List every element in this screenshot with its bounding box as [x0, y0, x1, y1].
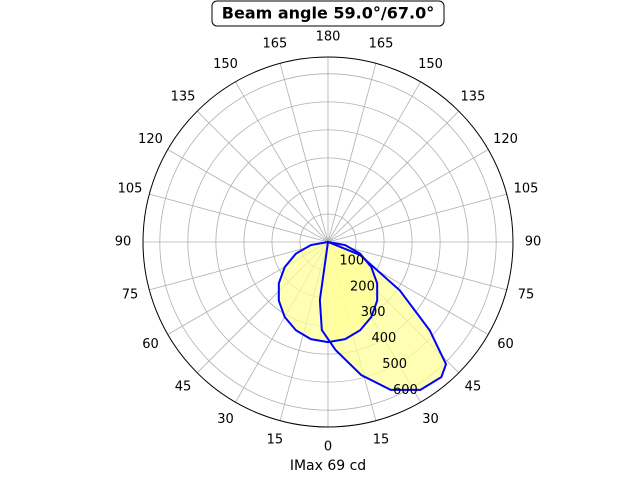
angle-tick-label: 15	[373, 433, 390, 448]
radial-tick-label: 300	[361, 305, 386, 320]
grid-spoke	[196, 110, 329, 243]
grid-spoke	[327, 81, 421, 243]
grid-spoke	[327, 241, 507, 291]
angle-tick-label: 150	[418, 57, 443, 72]
grid-spoke	[279, 63, 329, 243]
grid-spoke	[327, 193, 507, 243]
labels: 0 15 30 45 60 75 90 105 120 135 150 165 180 165 150 135…	[115, 30, 542, 455]
polar-frame	[142, 56, 514, 428]
curve-fill	[319, 242, 446, 390]
angle-tick-label: 45	[175, 379, 192, 394]
curve-line	[277, 240, 379, 344]
x-axis-label: IMax 69 cd	[290, 458, 366, 474]
angle-tick-label: 60	[497, 337, 514, 352]
angle-tick-label: 0	[324, 440, 332, 455]
angle-tick-label: 165	[369, 36, 394, 51]
radial-tick-label: 600	[393, 383, 418, 398]
title-box	[211, 0, 445, 27]
angle-tick-label: 75	[518, 288, 535, 303]
angle-tick-label: 30	[217, 412, 234, 427]
angle-tick-label: 75	[122, 288, 139, 303]
angle-tick-label: 120	[138, 132, 163, 147]
angle-tick-label: 105	[514, 181, 539, 196]
curves	[142, 56, 514, 428]
curve-line	[318, 240, 448, 391]
grid-spoke	[235, 81, 329, 243]
grid-spoke	[327, 63, 377, 243]
angle-tick-label: 45	[465, 379, 482, 394]
grid-spoke	[327, 149, 489, 243]
angle-tick-label: 150	[213, 57, 238, 72]
grid-spoke	[149, 193, 329, 243]
angle-tick-label: 165	[263, 36, 288, 51]
chart-title: Beam angle 59.0°/67.0°	[222, 4, 434, 23]
angle-tick-label: 60	[142, 337, 159, 352]
angle-tick-label: 90	[115, 235, 132, 250]
radial-tick-label: 500	[382, 357, 407, 372]
angle-tick-label: 135	[171, 90, 196, 105]
radial-tick-label: 100	[339, 253, 364, 268]
angle-tick-label: 120	[493, 132, 518, 147]
angle-tick-label: 105	[118, 181, 143, 196]
grid-spoke	[149, 241, 329, 291]
angle-tick-label: 15	[267, 433, 284, 448]
angle-tick-label: 90	[525, 235, 542, 250]
angle-tick-label: 135	[461, 90, 486, 105]
grid-spoke	[327, 110, 460, 243]
radial-tick-label: 200	[350, 279, 375, 294]
radial-tick-label: 400	[371, 331, 396, 346]
angle-tick-label: 30	[422, 412, 439, 427]
angle-tick-label: 180	[316, 30, 341, 45]
grid-spoke	[167, 149, 329, 243]
